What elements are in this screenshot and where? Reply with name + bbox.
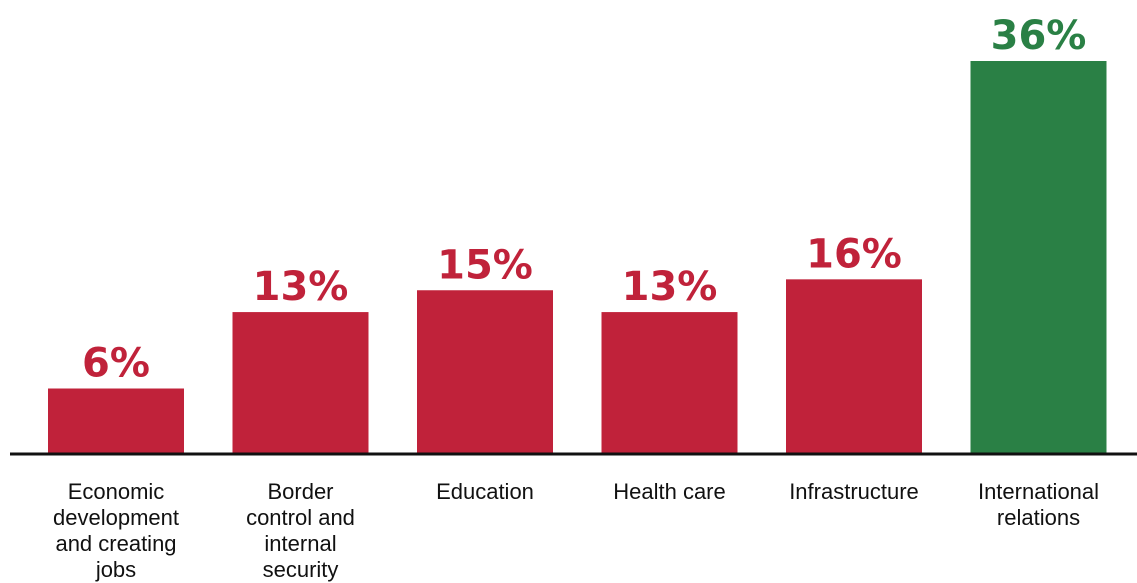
value-label-4: 13% xyxy=(622,264,718,310)
category-label-line: security xyxy=(263,557,339,582)
bar-3 xyxy=(417,290,553,454)
value-labels-group: 6% 13% 15% 13% 16% 36% xyxy=(82,13,1086,387)
bar-4 xyxy=(601,312,738,454)
bar-1 xyxy=(48,388,184,454)
bar-5 xyxy=(786,279,922,454)
category-label-line: internal xyxy=(264,531,336,556)
category-label-line: development xyxy=(53,505,179,530)
value-label-1: 6% xyxy=(82,341,150,387)
category-label-line: relations xyxy=(997,505,1080,530)
category-label-line: International xyxy=(978,479,1099,504)
bar-6 xyxy=(970,61,1107,454)
category-label-3: Education xyxy=(436,479,534,504)
category-label-line: Health care xyxy=(613,479,726,504)
category-label-line: Infrastructure xyxy=(789,479,919,504)
category-label-line: control and xyxy=(246,505,355,530)
category-label-line: Education xyxy=(436,479,534,504)
category-label-2: Border control and internal security xyxy=(246,479,355,582)
value-label-2: 13% xyxy=(253,264,349,310)
category-label-line: and creating xyxy=(55,531,176,556)
category-label-4: Health care xyxy=(613,479,726,504)
category-label-6: International relations xyxy=(978,479,1099,530)
category-label-line: jobs xyxy=(95,557,136,582)
category-label-line: Economic xyxy=(68,479,165,504)
value-label-5: 16% xyxy=(806,231,902,277)
category-label-1: Economic development and creating jobs xyxy=(53,479,179,582)
bar-2 xyxy=(232,312,369,454)
bars-group xyxy=(48,61,1107,454)
value-label-6: 36% xyxy=(991,13,1087,59)
category-label-5: Infrastructure xyxy=(789,479,919,504)
category-label-line: Border xyxy=(267,479,333,504)
value-label-3: 15% xyxy=(437,242,533,288)
category-labels-group: Economic development and creating jobs Borde… xyxy=(53,479,1099,582)
